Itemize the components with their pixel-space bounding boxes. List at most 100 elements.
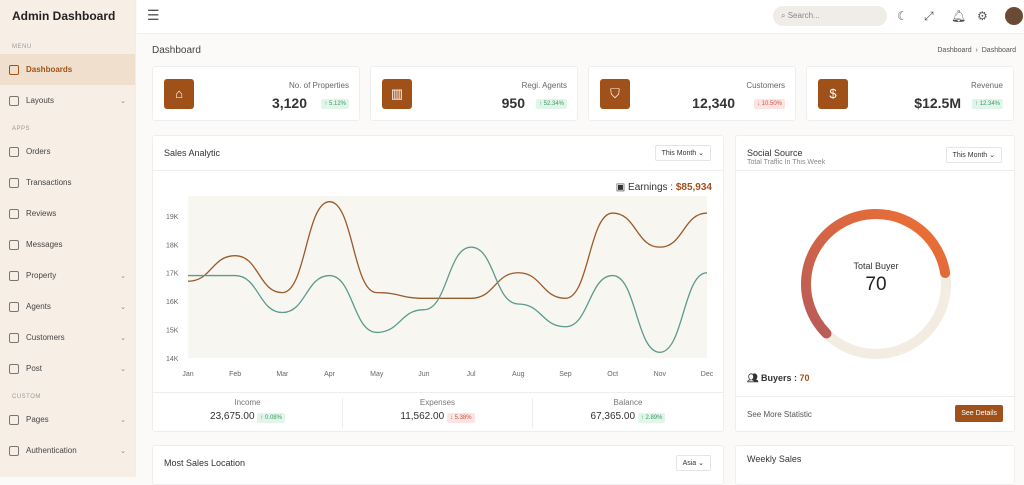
chevron-down-icon: ⌄ — [120, 365, 126, 373]
sidebar-item-label: Reviews — [26, 209, 56, 218]
stat-label: Customers — [746, 81, 785, 90]
sidebar-item-property[interactable]: Property ⌄ — [0, 260, 135, 291]
chevron-down-icon: ⌄ — [120, 97, 126, 105]
breadcrumb-item[interactable]: Dashboard — [937, 47, 971, 54]
breadcrumb-item: Dashboard — [982, 47, 1016, 54]
sidebar-item-pages[interactable]: Pages⌄ — [0, 404, 135, 435]
sidebar-item-label: Authentication — [26, 446, 77, 455]
buyers-count: 👥︎ Buyers : 70 — [747, 373, 810, 384]
card-title: Most Sales Location — [164, 458, 245, 468]
reviews-icon — [9, 209, 19, 219]
sidebar-item-authentication[interactable]: Authentication ⌄ — [0, 435, 135, 466]
sidebar-item-layouts[interactable]: Layouts ⌄ — [0, 85, 135, 116]
change-badge: ↑ 52.34% — [536, 99, 567, 109]
y-tick-label: 17K — [166, 271, 179, 278]
sidebar-item-customers[interactable]: Customers⌄ — [0, 322, 135, 353]
sidebar-item-label: Transactions — [26, 178, 72, 187]
stat-label: Regi. Agents — [522, 81, 567, 90]
agents-icon — [9, 302, 19, 312]
x-tick-label: Mar — [276, 371, 289, 378]
summary-label: Balance — [533, 398, 723, 407]
fullscreen-icon[interactable]: ⤢ — [924, 9, 934, 24]
x-tick-label: Dec — [701, 371, 714, 378]
change-badge: ↑ 12.34% — [972, 99, 1003, 109]
chevron-down-icon: ⌄ — [120, 447, 126, 455]
gear-icon[interactable]: ⚙ — [977, 9, 988, 23]
search-input[interactable]: ⌕ Search... — [773, 6, 887, 26]
x-tick-label: Jun — [418, 371, 429, 378]
x-tick-label: Sep — [559, 371, 572, 378]
chevron-down-icon: ⌄ — [120, 272, 126, 280]
sidebar-item-label: Messages — [26, 240, 62, 249]
y-tick-label: 14K — [166, 356, 179, 363]
sidebar-item-post[interactable]: Post⌄ — [0, 353, 135, 384]
sidebar-item-orders[interactable]: Orders — [0, 136, 135, 167]
chevron-down-icon: ⌄ — [120, 416, 126, 424]
search-placeholder: Search... — [788, 11, 820, 20]
change-badge: ↓ 10.50% — [754, 99, 785, 109]
dropdown-value: This Month — [662, 150, 697, 157]
change-badge: ↓ 5.38% — [447, 413, 475, 423]
card-title: Weekly Sales — [747, 454, 801, 464]
sidebar-item-reviews[interactable]: Reviews — [0, 198, 135, 229]
bell-icon[interactable]: 🔔︎ — [951, 9, 966, 23]
x-tick-label: Aug — [512, 371, 525, 378]
gauge-label: Total Buyer — [736, 261, 1016, 271]
see-details-button[interactable]: See Details — [955, 405, 1003, 422]
stat-label: Revenue — [971, 81, 1003, 90]
period-dropdown[interactable]: This Month ⌄ — [946, 147, 1002, 163]
users-icon: 👥︎ — [747, 373, 758, 383]
avatar[interactable] — [1005, 7, 1023, 25]
y-tick-label: 19K — [166, 214, 179, 221]
building-icon: ▥ — [382, 79, 412, 109]
dropdown-value: Asia — [683, 460, 697, 467]
x-tick-label: Apr — [324, 371, 336, 378]
sidebar-item-agents[interactable]: Agents⌄ — [0, 291, 135, 322]
card-title: Sales Analytic — [164, 148, 220, 158]
weekly-sales-card: Weekly Sales — [735, 445, 1015, 485]
customers-icon — [9, 333, 19, 343]
y-tick-label: 15K — [166, 328, 179, 335]
y-tick-label: 18K — [166, 242, 179, 249]
x-tick-label: Jul — [467, 371, 476, 378]
summary-value: 23,675.00 — [210, 411, 255, 422]
hamburger-menu-icon[interactable]: ☰ — [147, 7, 160, 24]
sidebar-item-transactions[interactable]: Transactions — [0, 167, 135, 198]
sidebar-item-dashboards[interactable]: Dashboards — [0, 54, 135, 85]
sidebar-section-label: CUSTOM — [0, 384, 135, 404]
x-tick-label: Feb — [229, 371, 241, 378]
user-shield-icon: ⛉ — [600, 79, 630, 109]
sidebar-item-label: Layouts — [26, 96, 54, 105]
moon-icon[interactable]: ☾ — [897, 9, 908, 23]
transactions-icon — [9, 178, 19, 188]
sidebar-item-label: Property — [26, 271, 56, 280]
stat-card: ▥ Regi. Agents 950 ↑ 52.34% — [370, 66, 578, 121]
post-icon — [9, 364, 19, 374]
money-bag-icon: $ — [818, 79, 848, 109]
sidebar-item-label: Customers — [26, 333, 65, 342]
dashboards-icon — [9, 65, 19, 75]
period-dropdown[interactable]: This Month ⌄ — [655, 145, 711, 161]
stat-value: 3,120 — [272, 95, 307, 111]
sidebar-item-label: Agents — [26, 302, 51, 311]
summary-value: 67,365.00 — [591, 411, 636, 422]
layouts-icon — [9, 96, 19, 106]
summary-label: Income — [153, 398, 342, 407]
change-badge: ↑ 0.08% — [257, 413, 285, 423]
region-dropdown[interactable]: Asia ⌄ — [676, 455, 711, 471]
x-tick-label: Nov — [654, 371, 667, 378]
sidebar-item-label: Orders — [26, 147, 50, 156]
change-badge: ↑ 2.89% — [638, 413, 666, 423]
sidebar-section-label: APPS — [0, 116, 135, 136]
x-tick-label: Oct — [607, 371, 618, 378]
stat-value: 950 — [502, 95, 525, 111]
x-tick-label: Jan — [182, 371, 193, 378]
pages-icon — [9, 415, 19, 425]
sidebar-item-messages[interactable]: Messages — [0, 229, 135, 260]
messages-icon — [9, 240, 19, 250]
see-more-statistic-link[interactable]: See More Statistic — [747, 410, 812, 419]
buyers-label: Buyers : — [761, 373, 797, 383]
